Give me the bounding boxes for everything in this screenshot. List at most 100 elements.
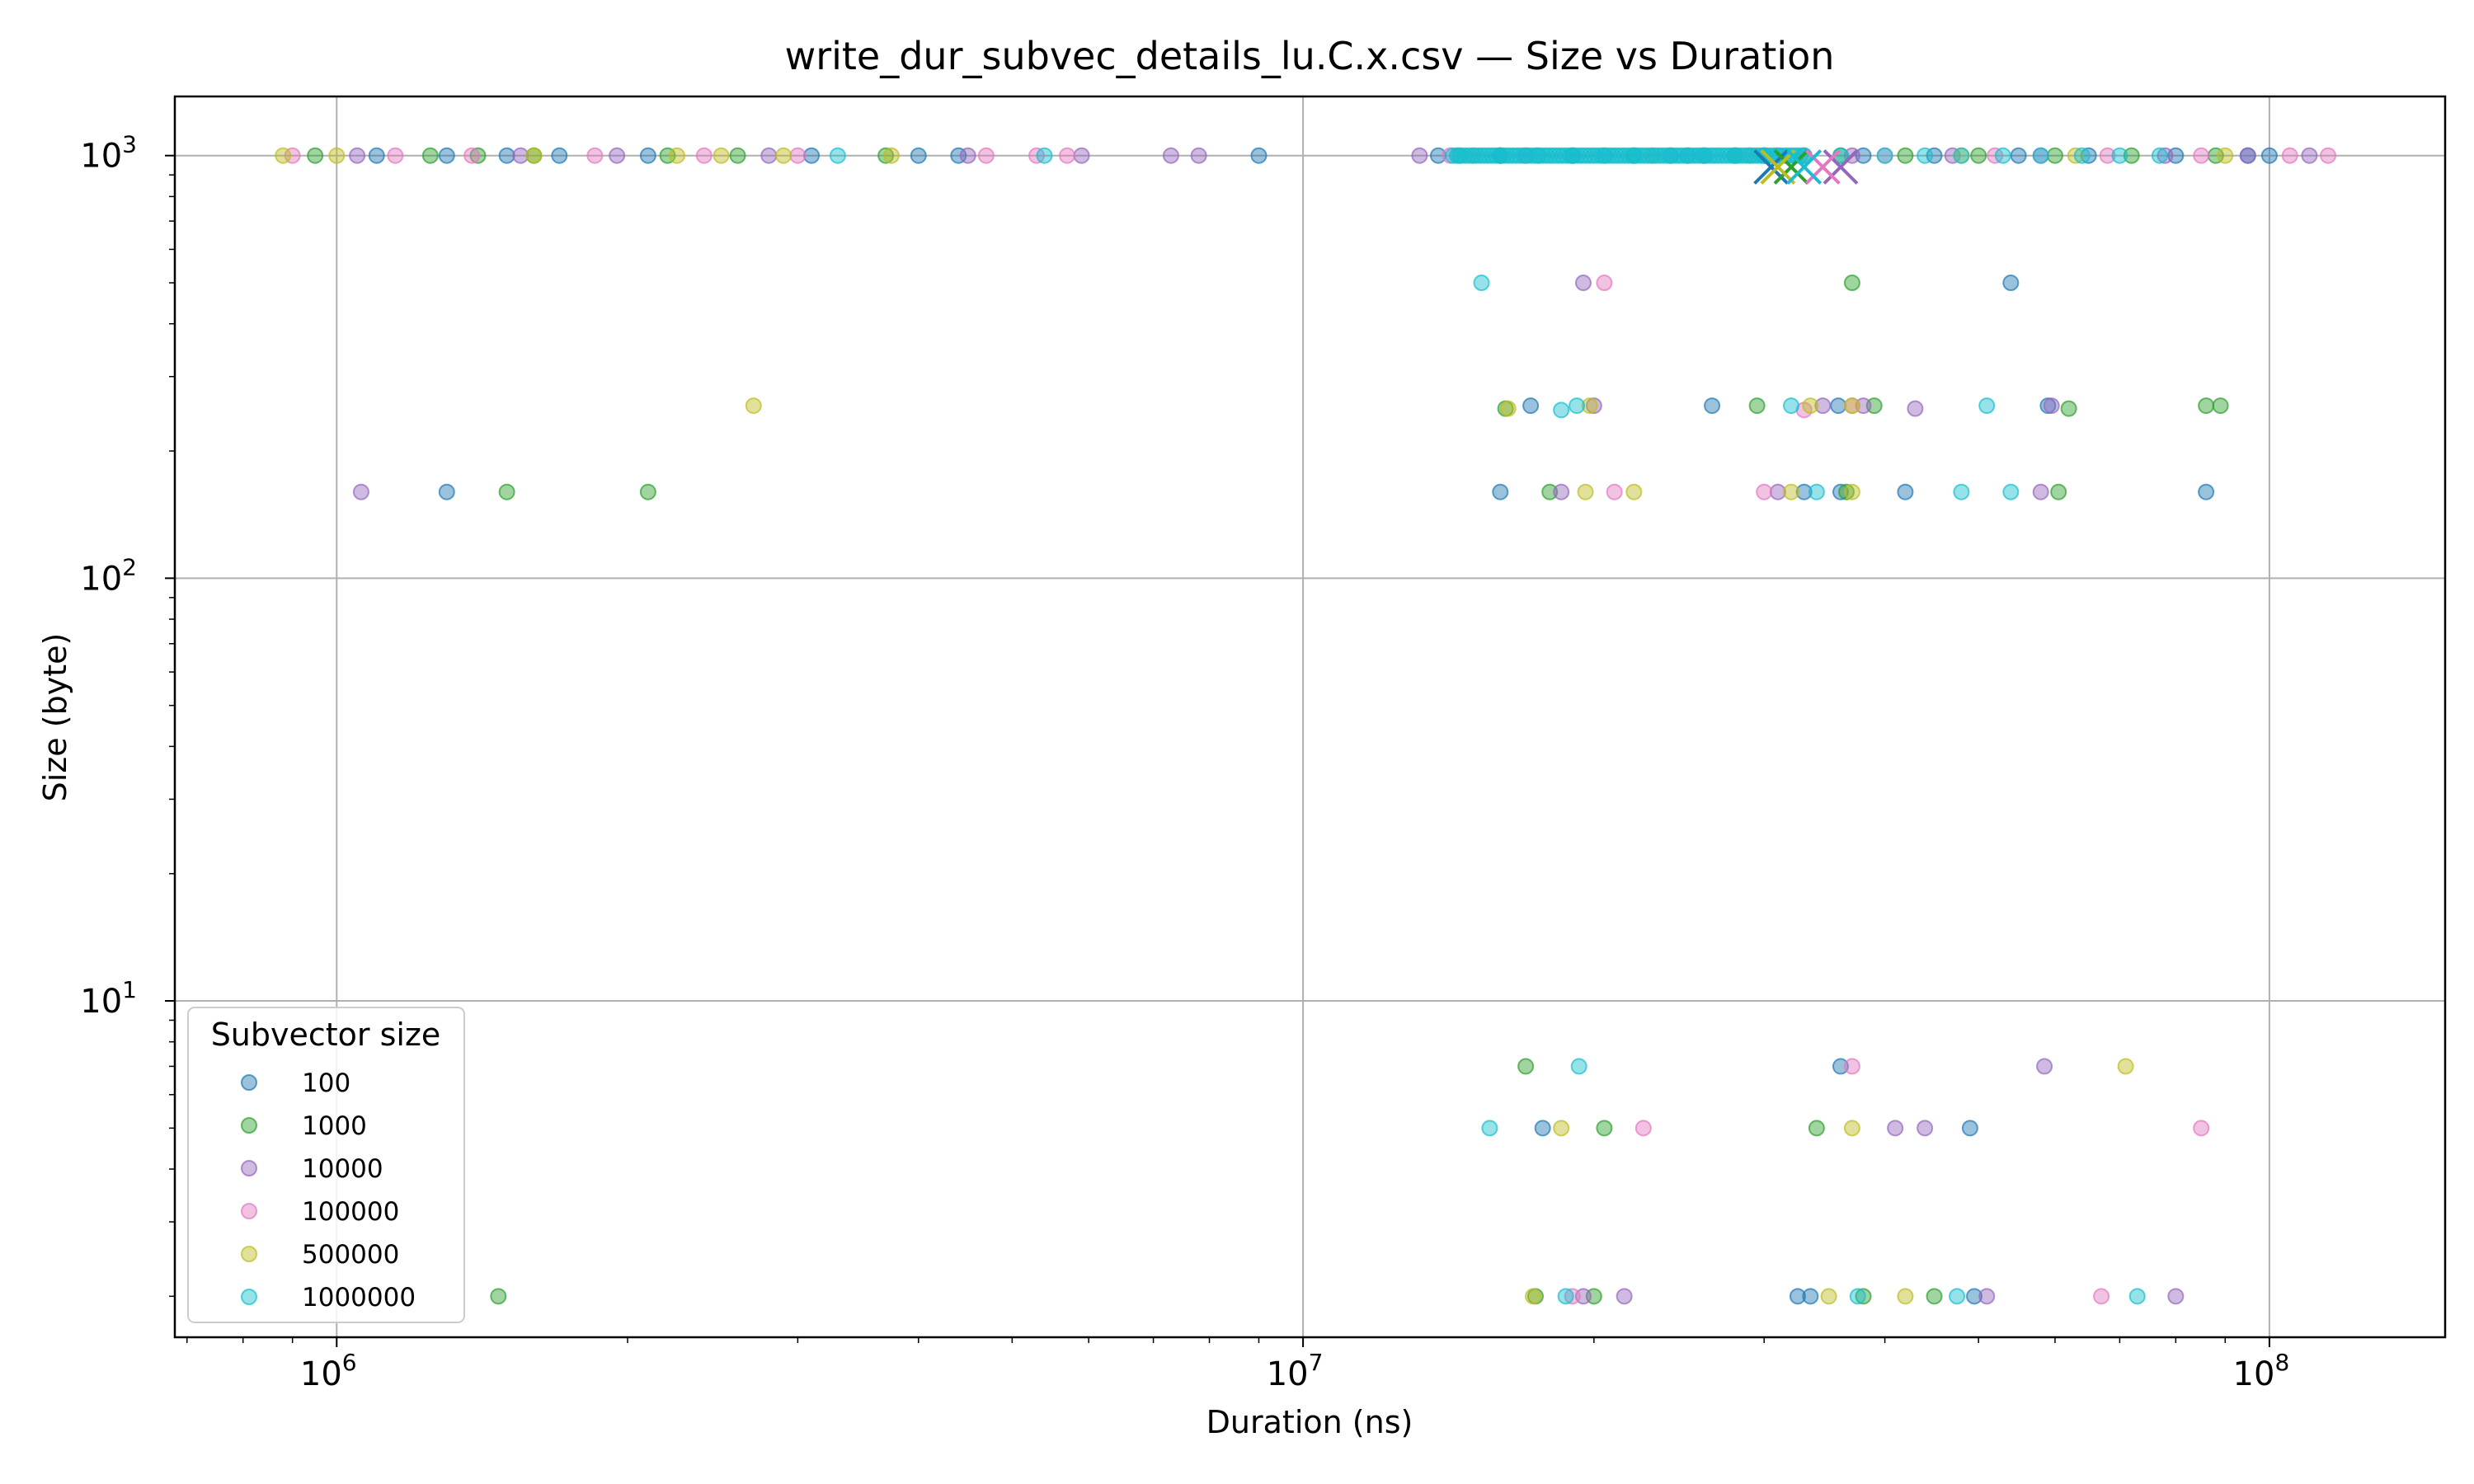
data-point xyxy=(1517,1058,1535,1075)
data-point xyxy=(1574,275,1592,292)
data-point xyxy=(2002,483,2020,500)
data-point xyxy=(368,147,385,164)
data-point xyxy=(2123,147,2140,164)
data-point xyxy=(512,147,529,164)
data-point xyxy=(1944,147,1961,164)
data-point xyxy=(1887,1120,1904,1137)
data-point xyxy=(910,147,927,164)
legend-title: Subvector size xyxy=(211,1017,441,1053)
mean-marker-100000 xyxy=(1804,149,1841,185)
data-point xyxy=(729,147,746,164)
data-point xyxy=(2128,1288,2146,1305)
data-point xyxy=(1843,483,1860,500)
x-tick-label: 106 xyxy=(300,1349,357,1393)
data-point xyxy=(639,147,656,164)
data-point xyxy=(1577,483,1594,500)
data-point xyxy=(1581,397,1598,415)
data-point xyxy=(2320,147,2337,164)
data-point xyxy=(1949,1288,1966,1305)
data-point xyxy=(1907,400,1924,417)
data-point xyxy=(2260,147,2278,164)
data-point xyxy=(1250,147,1268,164)
data-point xyxy=(1795,483,1813,500)
data-point xyxy=(1994,147,2011,164)
data-point xyxy=(639,483,656,500)
data-point xyxy=(2032,483,2049,500)
data-point xyxy=(1585,397,1602,415)
legend-item: 100 xyxy=(241,1068,350,1098)
data-point xyxy=(421,147,439,164)
data-point xyxy=(1473,275,1490,292)
data-point xyxy=(1802,1288,1819,1305)
data-point xyxy=(1499,400,1517,417)
data-point xyxy=(2281,147,2298,164)
mean-marker-1000 xyxy=(1773,149,1809,185)
data-point xyxy=(1917,147,1934,164)
legend-marker xyxy=(241,1289,257,1305)
data-point xyxy=(2198,397,2215,415)
data-point xyxy=(349,147,366,164)
data-point xyxy=(463,147,481,164)
legend: Subvector size 100 1000 10000 100000 500000 1… xyxy=(187,1007,465,1323)
legend-item: 1000000 xyxy=(241,1283,416,1313)
data-point xyxy=(1522,397,1540,415)
data-point xyxy=(2099,147,2116,164)
data-point xyxy=(829,147,846,164)
legend-label: 1000 xyxy=(302,1111,367,1141)
chart-title: write_dur_subvec_details_lu.C.x.csv — Si… xyxy=(785,34,1835,78)
data-point xyxy=(1832,1058,1849,1075)
data-point xyxy=(1849,1288,1866,1305)
data-point xyxy=(2032,147,2049,164)
data-point xyxy=(469,147,487,164)
legend-item: 100000 xyxy=(241,1197,399,1227)
data-point xyxy=(1961,1120,1978,1137)
x-tick-label: 108 xyxy=(2233,1349,2290,1393)
data-point xyxy=(275,147,292,164)
data-point xyxy=(1570,1058,1587,1075)
data-point xyxy=(1756,483,1773,500)
y-tick-label: 103 xyxy=(80,131,137,176)
data-point xyxy=(1534,1120,1551,1137)
legend-item: 500000 xyxy=(241,1240,399,1270)
grid-lines xyxy=(175,96,2445,1337)
data-point xyxy=(1769,483,1786,500)
legend-item: 10000 xyxy=(241,1154,383,1184)
data-point xyxy=(1855,397,1872,415)
data-point xyxy=(1978,397,1996,415)
plot-frame xyxy=(173,95,2447,1339)
data-point xyxy=(745,397,762,415)
data-point xyxy=(1596,275,1613,292)
data-point xyxy=(2043,397,2060,415)
data-point xyxy=(1748,397,1766,415)
data-point xyxy=(551,147,568,164)
data-point xyxy=(1830,397,1847,415)
data-point xyxy=(1802,397,1819,415)
data-point xyxy=(1978,1288,1996,1305)
y-tick-label: 101 xyxy=(80,976,137,1021)
data-point xyxy=(2093,1288,2110,1305)
data-point xyxy=(525,147,543,164)
data-point xyxy=(789,147,807,164)
data-point xyxy=(2010,147,2027,164)
mean-marker-10000 xyxy=(1823,149,1859,185)
data-point xyxy=(1970,147,1987,164)
series-100 xyxy=(368,147,2278,1305)
data-point xyxy=(352,483,369,500)
data-point xyxy=(2002,275,2020,292)
series-100000 xyxy=(284,147,2337,1305)
data-point xyxy=(1569,397,1586,415)
data-point xyxy=(1843,1120,1860,1137)
data-point xyxy=(438,147,455,164)
data-point xyxy=(695,147,713,164)
legend-marker xyxy=(241,1074,257,1091)
data-point xyxy=(1820,1288,1837,1305)
data-point xyxy=(1843,275,1860,292)
data-point xyxy=(498,483,515,500)
data-point xyxy=(2050,483,2067,500)
data-point xyxy=(1789,1288,1806,1305)
data-point xyxy=(1606,483,1623,500)
y-tick-label: 102 xyxy=(80,553,137,598)
data-point xyxy=(586,147,604,164)
data-point xyxy=(1036,147,1053,164)
